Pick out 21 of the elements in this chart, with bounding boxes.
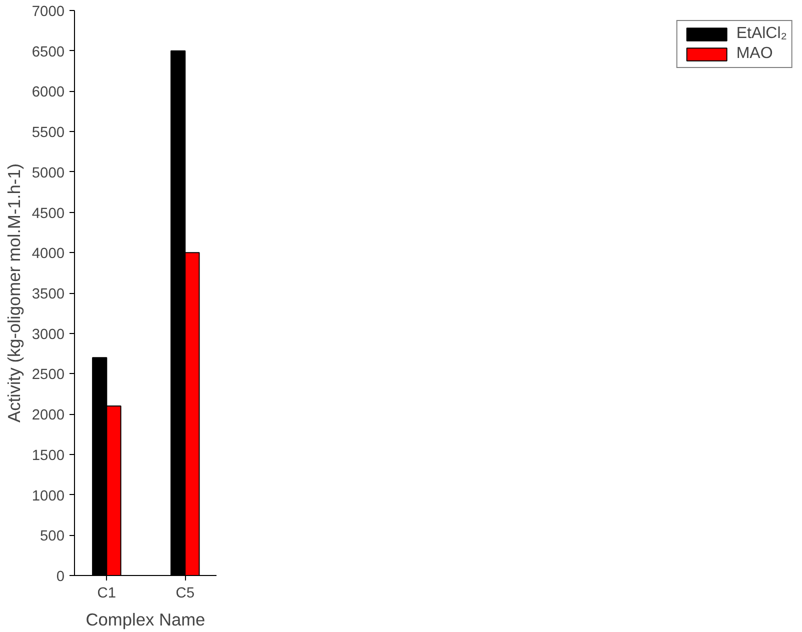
- y-tick-label: 2000: [32, 408, 65, 424]
- x-tick-label: C1: [97, 586, 116, 602]
- y-tick-label: 3000: [32, 326, 65, 343]
- y-tick-label: 1000: [32, 488, 65, 504]
- y-tick-label: 0: [56, 569, 65, 585]
- y-tick-label: 7000: [32, 4, 65, 20]
- y-tick-label: 4000: [32, 246, 65, 262]
- y-tick-label: 500: [40, 528, 65, 545]
- legend-label: MAO: [736, 45, 773, 63]
- y-tick-label: 1500: [32, 448, 65, 464]
- y-tick-label: 4500: [32, 206, 65, 222]
- y-tick-label: 5500: [32, 125, 65, 142]
- y-tick-label: 5000: [32, 165, 65, 182]
- x-tick-label: C5: [176, 586, 194, 602]
- x-axis-title: Complex Name: [86, 610, 206, 630]
- y-axis-title: Activity (kg-oligomer mol.M-1.h-1): [4, 163, 24, 423]
- y-tick-label: 6000: [32, 84, 65, 101]
- y-tick-label: 2500: [32, 367, 65, 384]
- legend-label: EtAlCl₂: [736, 25, 787, 43]
- y-tick-label: 3500: [32, 286, 65, 302]
- y-tick-label: 6500: [32, 44, 65, 60]
